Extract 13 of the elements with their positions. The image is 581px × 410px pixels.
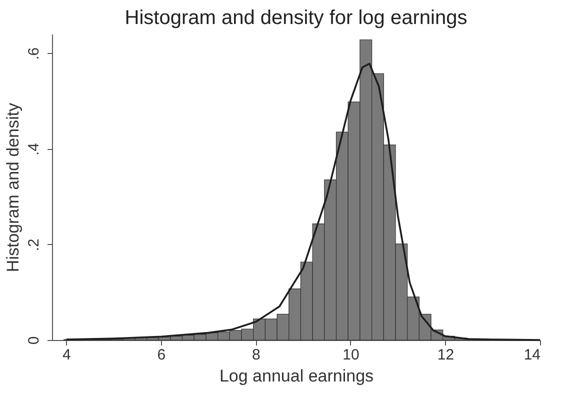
x-tick-label: 8: [252, 346, 260, 364]
x-tick-label: 4: [62, 346, 71, 364]
x-tick-label: 10: [342, 346, 360, 364]
y-axis-title: Histogram and density: [4, 102, 22, 272]
chart-title: Histogram and density for log earnings: [124, 7, 468, 29]
y-tick-label: 0: [26, 336, 42, 345]
x-tick-label: 6: [157, 346, 166, 364]
y-tick-label: .2: [26, 238, 42, 252]
x-tick-label: 14: [524, 346, 540, 364]
x-tick-label: 12: [437, 346, 454, 364]
y-tick-label: .4: [26, 142, 42, 156]
x-axis-title: Log annual earnings: [219, 366, 374, 386]
y-tick-label: .6: [26, 47, 42, 60]
